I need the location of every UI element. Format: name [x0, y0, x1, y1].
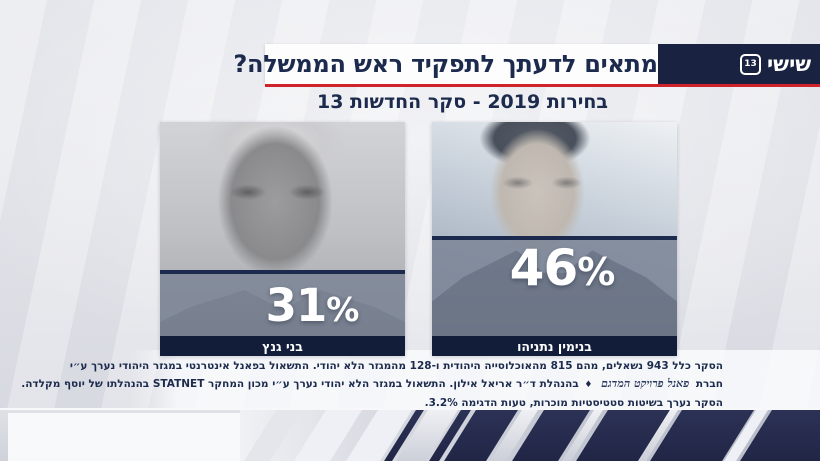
- methodology-note: הסקר כלל 943 נשאלים, מהם 815 מהאוכלוסייה…: [21, 357, 723, 412]
- decor-white-panel: [8, 413, 240, 461]
- netanyahu-name-bar: בנימין נתניהו: [432, 336, 677, 356]
- decorative-band: [0, 408, 820, 461]
- red-accent-line: [265, 84, 820, 87]
- channel-13-number: 13: [744, 59, 757, 69]
- midgam-project-logo: פאנל פרויקט המדגם: [601, 377, 690, 390]
- percent-sign: %: [326, 289, 360, 329]
- candidate-card-gantz: 31% בני גנץ: [160, 122, 405, 356]
- poll-subtitle: בחירות 2019 - סקר החדשות 13: [316, 91, 608, 113]
- gantz-name-bar: בני גנץ: [160, 336, 405, 356]
- diamond-icon: ♦: [584, 380, 593, 390]
- channel-logo-text: שישי: [767, 52, 812, 76]
- footnote-background-strip: [130, 350, 820, 410]
- methodology-line-1: הסקר כלל 943 נשאלים, מהם 815 מהאוכלוסייה…: [69, 360, 723, 372]
- gantz-name: בני גנץ: [262, 338, 303, 354]
- netanyahu-name: בנימין נתניהו: [517, 338, 592, 354]
- headline-strip: מי מתאים לדעתך לתפקיד ראש הממשלה? שישי 1…: [233, 44, 820, 84]
- headline-box: מי מתאים לדעתך לתפקיד ראש הממשלה?: [233, 44, 690, 84]
- candidate-card-netanyahu: 46% בנימין נתניהו: [432, 122, 677, 356]
- methodology-line2-suffix: בהנהלת ד״ר אריאל אילון. התשאול במגזר הלא…: [21, 378, 579, 390]
- channel-13-icon: 13: [740, 53, 761, 75]
- gantz-percent: 31%: [266, 283, 360, 328]
- headline-title: מי מתאים לדעתך לתפקיד ראש הממשלה?: [233, 50, 690, 78]
- methodology-line-2: חברת פאנל פרויקט המדגם ♦ בהנהלת ד״ר אריא…: [21, 375, 723, 394]
- channel-logo-box: שישי 13: [658, 44, 820, 84]
- netanyahu-percent-band: 46%: [432, 236, 677, 336]
- netanyahu-percent-number: 46: [509, 239, 579, 297]
- methodology-line2-prefix: חברת: [695, 378, 723, 390]
- gantz-percent-number: 31: [265, 278, 328, 332]
- decor-stripes: [240, 410, 820, 461]
- methodology-line-3: הסקר נערך בשיטות סטטיסטיות מוכרות, טעות …: [424, 397, 723, 409]
- netanyahu-percent: 46%: [510, 243, 616, 293]
- percent-sign: %: [577, 250, 616, 294]
- gantz-percent-band: 31%: [160, 270, 405, 336]
- decor-stripe: [240, 410, 307, 461]
